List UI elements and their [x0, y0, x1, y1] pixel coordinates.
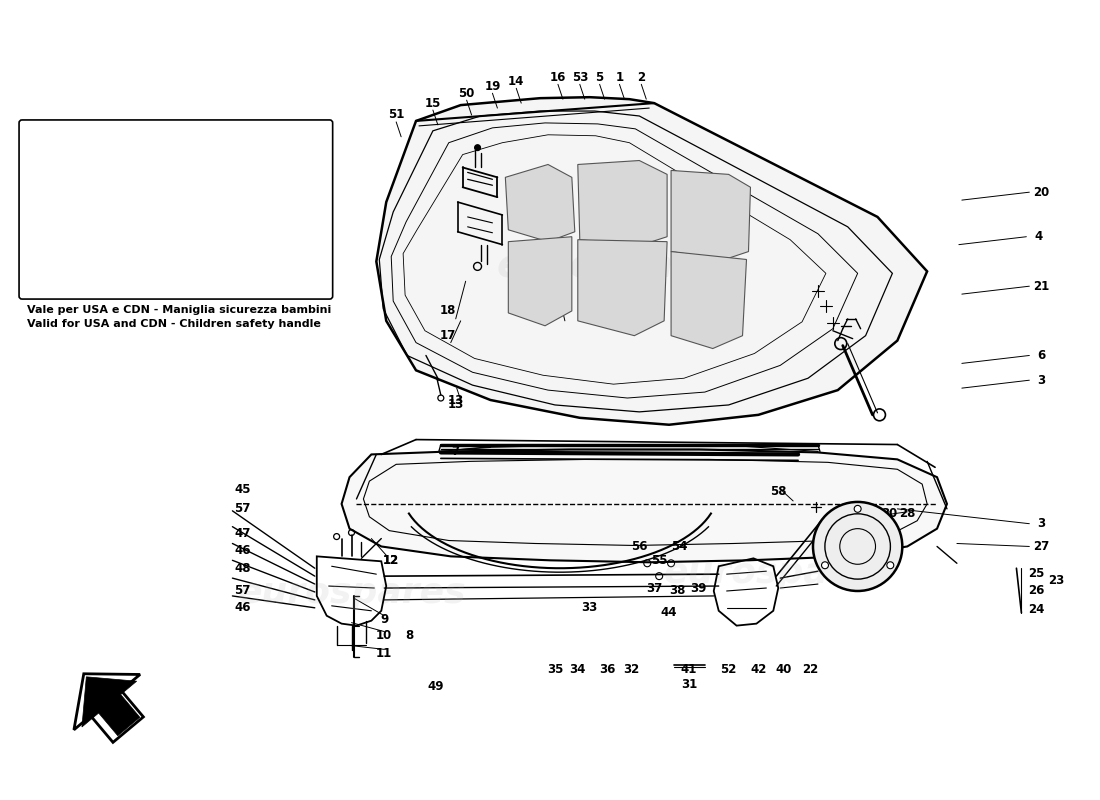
- Text: 61: 61: [264, 245, 279, 254]
- Text: 32: 32: [624, 662, 639, 676]
- Text: 18: 18: [440, 305, 456, 318]
- Circle shape: [474, 145, 481, 150]
- Polygon shape: [578, 240, 667, 336]
- Text: 4: 4: [1034, 230, 1043, 243]
- Polygon shape: [671, 251, 747, 349]
- Text: 40: 40: [776, 662, 791, 676]
- Polygon shape: [81, 677, 140, 736]
- Text: 19: 19: [484, 80, 500, 93]
- Text: 57: 57: [234, 502, 251, 515]
- Text: 60: 60: [100, 245, 117, 254]
- Text: 50: 50: [459, 86, 475, 100]
- Text: 31: 31: [681, 678, 697, 691]
- Text: 14: 14: [508, 75, 525, 88]
- Text: 44: 44: [661, 606, 678, 619]
- Text: 23: 23: [1048, 574, 1065, 586]
- Polygon shape: [671, 170, 750, 259]
- Text: 39: 39: [691, 582, 707, 594]
- Text: 35: 35: [547, 662, 563, 676]
- Text: 43: 43: [552, 285, 568, 298]
- Text: 15: 15: [425, 97, 441, 110]
- Text: 53: 53: [572, 71, 588, 84]
- Polygon shape: [74, 674, 143, 742]
- Text: 12: 12: [383, 554, 399, 567]
- Text: 10: 10: [376, 629, 393, 642]
- Text: 38: 38: [669, 585, 685, 598]
- Text: eurospares: eurospares: [496, 247, 742, 286]
- Text: 6: 6: [1037, 349, 1045, 362]
- Circle shape: [175, 238, 180, 245]
- Circle shape: [855, 506, 861, 512]
- Text: 22: 22: [802, 662, 818, 676]
- Text: 9: 9: [381, 613, 388, 626]
- Text: 12: 12: [383, 554, 399, 567]
- Text: 30: 30: [881, 507, 898, 520]
- Text: 13: 13: [448, 394, 464, 406]
- Text: 8: 8: [405, 629, 414, 642]
- Text: 59: 59: [60, 245, 76, 254]
- Text: 56: 56: [631, 540, 648, 553]
- Text: 2: 2: [637, 71, 646, 84]
- Circle shape: [822, 562, 828, 569]
- Text: 62: 62: [212, 245, 229, 254]
- Text: 8: 8: [255, 146, 263, 156]
- Text: 42: 42: [750, 662, 767, 676]
- Text: 58: 58: [770, 485, 786, 498]
- Text: Vale per USA e CDN - Maniglia sicurezza bambini: Vale per USA e CDN - Maniglia sicurezza …: [28, 305, 331, 315]
- Text: 46: 46: [234, 602, 251, 614]
- Text: 21: 21: [1033, 280, 1049, 293]
- Text: 54: 54: [671, 540, 688, 553]
- Text: 28: 28: [899, 507, 915, 520]
- Text: eurospares: eurospares: [664, 556, 892, 590]
- FancyBboxPatch shape: [19, 120, 332, 299]
- Text: 17: 17: [440, 329, 455, 342]
- Text: eurospares: eurospares: [238, 576, 465, 610]
- Text: 3: 3: [1037, 517, 1045, 530]
- Text: 47: 47: [234, 527, 251, 540]
- Polygon shape: [508, 237, 572, 326]
- Text: 51: 51: [388, 109, 405, 122]
- Text: 1: 1: [615, 71, 624, 84]
- Text: 24: 24: [1028, 603, 1045, 616]
- Text: 27: 27: [1033, 540, 1049, 553]
- Text: 48: 48: [234, 562, 251, 574]
- Text: Valid for USA and CDN - Children safety handle: Valid for USA and CDN - Children safety …: [28, 319, 321, 329]
- Text: 57: 57: [234, 583, 251, 597]
- Polygon shape: [342, 450, 947, 562]
- Polygon shape: [505, 165, 575, 242]
- Circle shape: [887, 562, 894, 569]
- Text: 55: 55: [651, 554, 668, 567]
- Text: 46: 46: [234, 544, 251, 557]
- Circle shape: [218, 219, 223, 225]
- Text: 13: 13: [448, 398, 464, 411]
- Text: 33: 33: [582, 602, 597, 614]
- Text: 36: 36: [600, 662, 616, 676]
- Text: 29: 29: [864, 507, 880, 520]
- Text: 20: 20: [1033, 186, 1049, 198]
- Polygon shape: [376, 97, 927, 425]
- Text: 25: 25: [1028, 566, 1045, 580]
- Polygon shape: [578, 161, 667, 246]
- Text: 3: 3: [1037, 374, 1045, 386]
- Text: 11: 11: [376, 647, 393, 660]
- Circle shape: [813, 502, 902, 591]
- Text: 5: 5: [595, 71, 604, 84]
- Text: 41: 41: [681, 662, 697, 676]
- Text: 45: 45: [234, 482, 251, 495]
- Text: 52: 52: [720, 662, 737, 676]
- Text: 37: 37: [646, 582, 662, 594]
- Text: 26: 26: [1028, 583, 1045, 597]
- Text: 16: 16: [550, 71, 566, 84]
- Text: 49: 49: [428, 681, 444, 694]
- Text: 34: 34: [570, 662, 586, 676]
- Text: 7: 7: [452, 445, 460, 458]
